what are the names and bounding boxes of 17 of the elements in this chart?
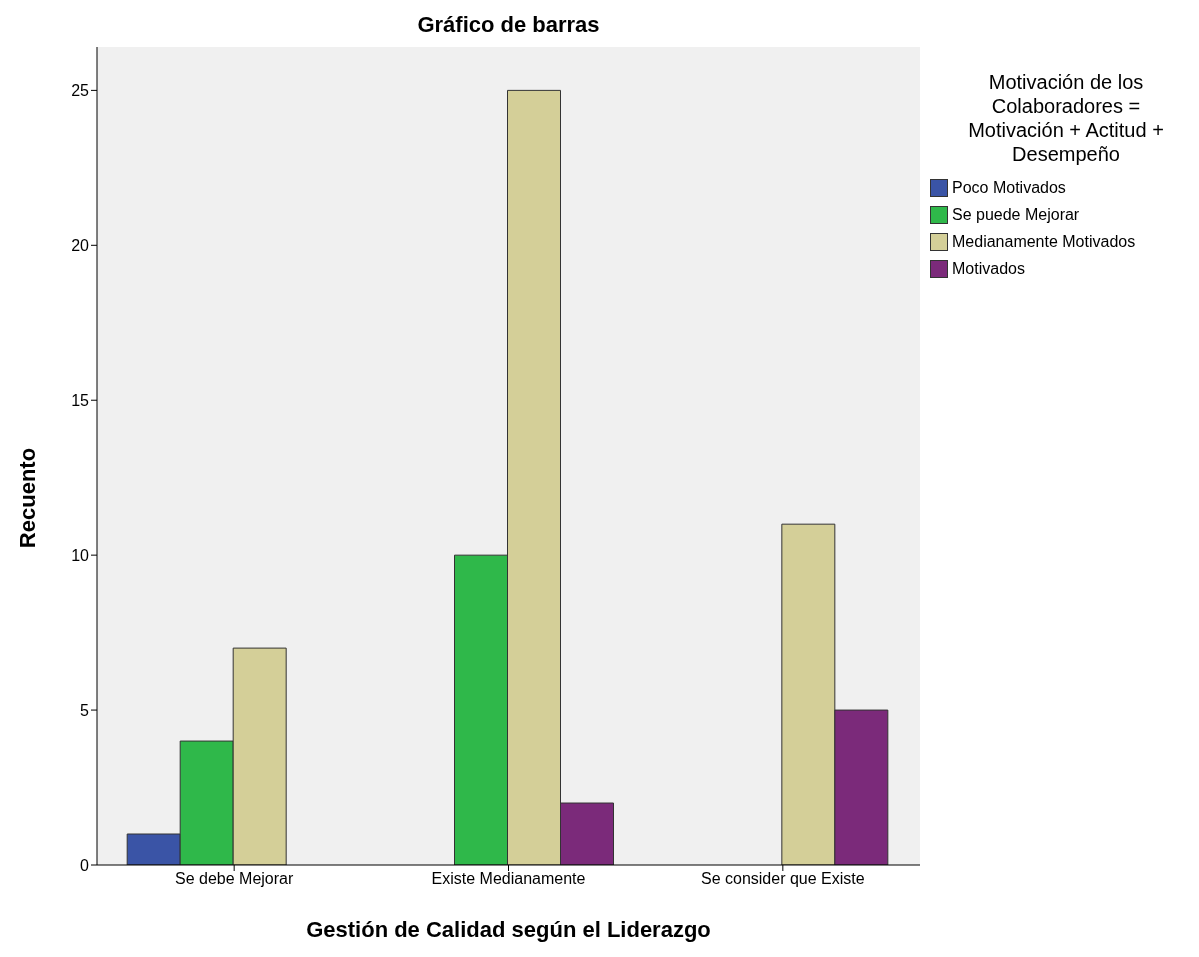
x-tick-label: Se consider que Existe [701,870,865,888]
y-tick-label: 15 [71,391,90,409]
legend-label: Medianamente Motivados [952,232,1136,251]
y-tick-label: 20 [71,236,90,254]
legend-label: Motivados [952,259,1025,278]
legend-label: Se puede Mejorar [952,205,1080,224]
y-tick-label: 25 [71,82,90,100]
y-tick-label: 5 [80,701,90,719]
x-axis-title: Gestión de Calidad según el Liderazgo [305,917,712,943]
legend-title: Motivación de los Colaboradores = Motivación + Actitud + Desempeño [967,70,1165,166]
y-axis-title: Recuento [15,447,41,549]
y-tick-label: 10 [71,546,90,564]
x-tick-label: Existe Medianamente [431,870,586,888]
chart-title: Gráfico de barras [416,12,601,38]
legend-label: Poco Motivados [952,178,1066,197]
y-tick-label: 0 [80,856,90,874]
x-tick-label: Se debe Mejorar [175,870,294,888]
